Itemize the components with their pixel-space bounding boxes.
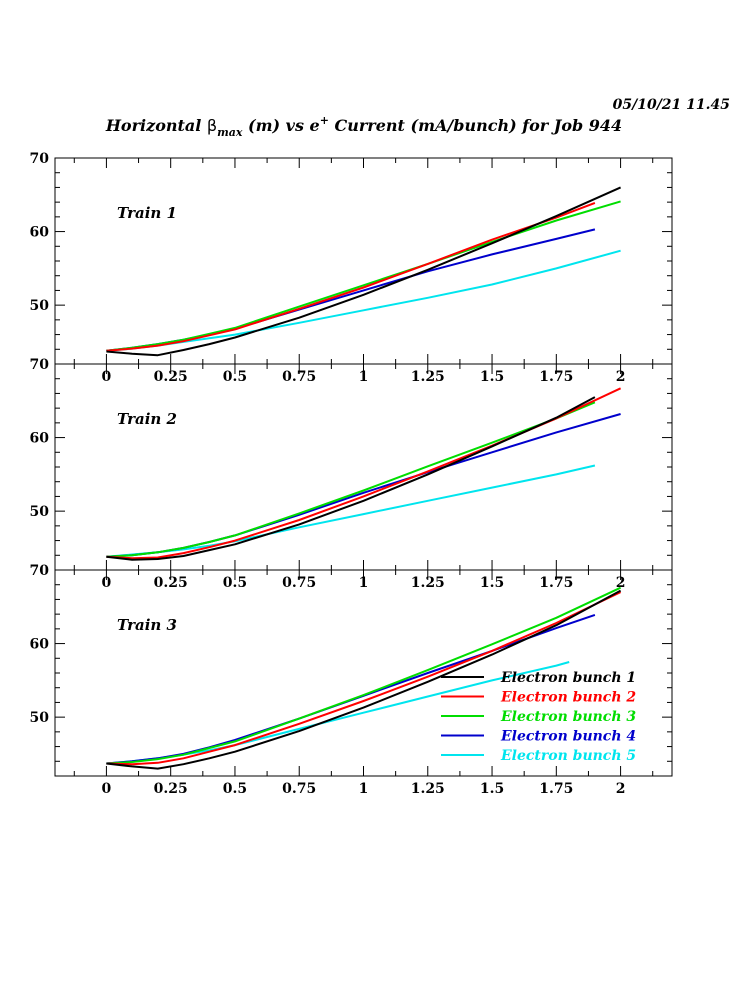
series-line-5	[106, 249, 621, 352]
title-superscript: +	[320, 114, 329, 127]
series-line-1	[106, 589, 622, 770]
x-tick-label: 2	[616, 781, 626, 797]
x-tick-label: 1.5	[480, 369, 504, 385]
series-line-2	[106, 591, 622, 766]
x-tick-label: 0.75	[282, 369, 316, 385]
x-tick-label: 0.5	[223, 369, 247, 385]
series-line-1	[106, 396, 596, 561]
x-tick-label: 0.25	[154, 369, 188, 385]
x-tick-label: 0	[102, 575, 112, 591]
legend-label: Electron bunch 1	[500, 670, 636, 686]
series-line-5	[106, 464, 596, 558]
series-line-2	[106, 387, 622, 560]
panel-2: 50 60 70 0 0.25 0.5 0.75 1 1.25 1.5 1.75 2 Train 2	[30, 357, 673, 591]
x-tick-label: 1	[359, 781, 369, 797]
train-label: Train 1	[117, 204, 177, 222]
chart-title: Horizontal βmax (m) vs e+ Current (mA/bu…	[105, 114, 622, 139]
panel-frame	[54, 363, 673, 571]
x-tick-label: 0	[102, 781, 112, 797]
series-line-2	[106, 201, 596, 352]
train-label: Train 3	[117, 616, 177, 634]
x-tick-label: 1.5	[480, 575, 504, 591]
x-tick-label: 2	[616, 369, 626, 385]
x-tick-label: 1.25	[411, 369, 445, 385]
x-tick-label: 0.25	[154, 575, 188, 591]
x-tick-label: 2	[616, 575, 626, 591]
y-tick-label: 50	[30, 298, 50, 314]
y-tick-label: 70	[30, 563, 50, 579]
x-tick-label: 1	[359, 369, 369, 385]
y-tick-label: 50	[30, 504, 50, 520]
x-tick-label: 0.25	[154, 781, 188, 797]
y-tick-label: 60	[30, 225, 50, 241]
y-tick-label: 60	[30, 431, 50, 447]
x-tick-label: 1	[359, 575, 369, 591]
legend-label: Electron bunch 2	[500, 690, 636, 706]
title-part-2: (m) vs e	[242, 116, 319, 135]
title-beta: β	[207, 116, 217, 135]
panel-3: 50 60 70 0 0.25 0.5 0.75 1 1.25 1.5 1.75 2 Train 3 El…	[30, 563, 673, 797]
x-tick-label: 0.5	[223, 575, 247, 591]
legend: Electron bunch 1 Electron bunch 2 Electron…	[441, 670, 636, 764]
x-tick-label: 0.75	[282, 781, 316, 797]
series-line-4	[106, 413, 621, 558]
x-tick-label: 1.75	[539, 781, 573, 797]
y-tick-label: 70	[30, 357, 50, 373]
x-tick-label: 0	[102, 369, 112, 385]
x-tick-label: 1.25	[411, 781, 445, 797]
legend-label: Electron bunch 4	[500, 729, 636, 745]
x-tick-label: 1.75	[539, 575, 573, 591]
title-subscript: max	[217, 126, 243, 139]
legend-label: Electron bunch 3	[500, 709, 636, 725]
timestamp: 05/10/21 11.45	[613, 97, 730, 113]
series-line-3	[106, 401, 596, 558]
x-tick-label: 0.5	[223, 781, 247, 797]
legend-label: Electron bunch 5	[500, 748, 636, 764]
series-line-3	[106, 586, 622, 765]
y-tick-label: 50	[30, 710, 50, 726]
x-tick-label: 0.75	[282, 575, 316, 591]
series-line-3	[106, 200, 621, 352]
y-tick-label: 60	[30, 637, 50, 653]
train-label: Train 2	[117, 410, 177, 428]
title-part-3: Current (mA/bunch) for Job 944	[329, 116, 622, 135]
series-line-5	[106, 661, 570, 765]
title-part-1: Horizontal	[105, 116, 207, 135]
panel-1: 50 60 70 0 0.25 0.5 0.75 1 1.25 1.5 1.75 2 Train 1	[30, 151, 673, 385]
y-tick-label: 70	[30, 151, 50, 167]
x-tick-label: 1.5	[480, 781, 504, 797]
series-line-1	[106, 186, 622, 357]
x-tick-label: 1.25	[411, 575, 445, 591]
x-tick-label: 1.75	[539, 369, 573, 385]
